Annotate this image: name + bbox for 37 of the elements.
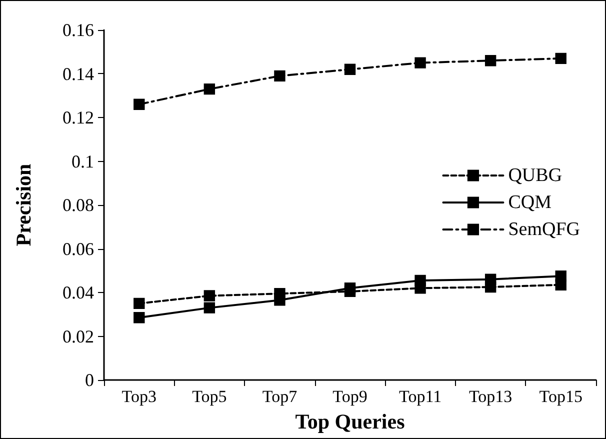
y-tick-label: 0.12 [62, 108, 94, 128]
point [134, 312, 145, 324]
point [484, 281, 496, 293]
point [134, 98, 145, 110]
point [204, 290, 216, 302]
y-tick-label: 0.16 [62, 20, 94, 40]
point [204, 83, 216, 95]
y-tick-label: 0.06 [62, 238, 94, 259]
point [344, 286, 356, 298]
y-tick-label: 0.1 [72, 151, 94, 172]
point [274, 288, 286, 300]
legend-label: CQM [508, 192, 552, 213]
x-tick-label: Top3 [122, 387, 156, 406]
point [414, 282, 426, 294]
point [274, 70, 286, 82]
legend-label: QUBG [508, 165, 562, 186]
y-axis-title: Precision [12, 163, 36, 246]
x-tick-label: Top13 [468, 387, 512, 406]
y-tick-label: 0.04 [62, 282, 94, 302]
point [484, 55, 496, 66]
legend-label: SemQFG [508, 219, 580, 240]
y-tick-label: 0 [85, 370, 94, 390]
point [204, 302, 216, 314]
point [414, 57, 426, 68]
x-tick-label: Top15 [539, 387, 582, 406]
x-tick-label: Top7 [262, 387, 298, 406]
x-axis-title: Top Queries [295, 410, 405, 434]
x-tick-label: Top9 [332, 387, 368, 406]
y-tick-label: 0.08 [62, 195, 94, 215]
x-tick-label: Top11 [398, 387, 442, 406]
point [344, 64, 356, 75]
point [134, 298, 145, 310]
y-tick-label: 0.02 [62, 326, 94, 346]
x-tick-label: Top5 [192, 387, 227, 406]
y-tick-label: 0.14 [62, 64, 94, 84]
point [555, 52, 566, 64]
point [555, 279, 566, 290]
